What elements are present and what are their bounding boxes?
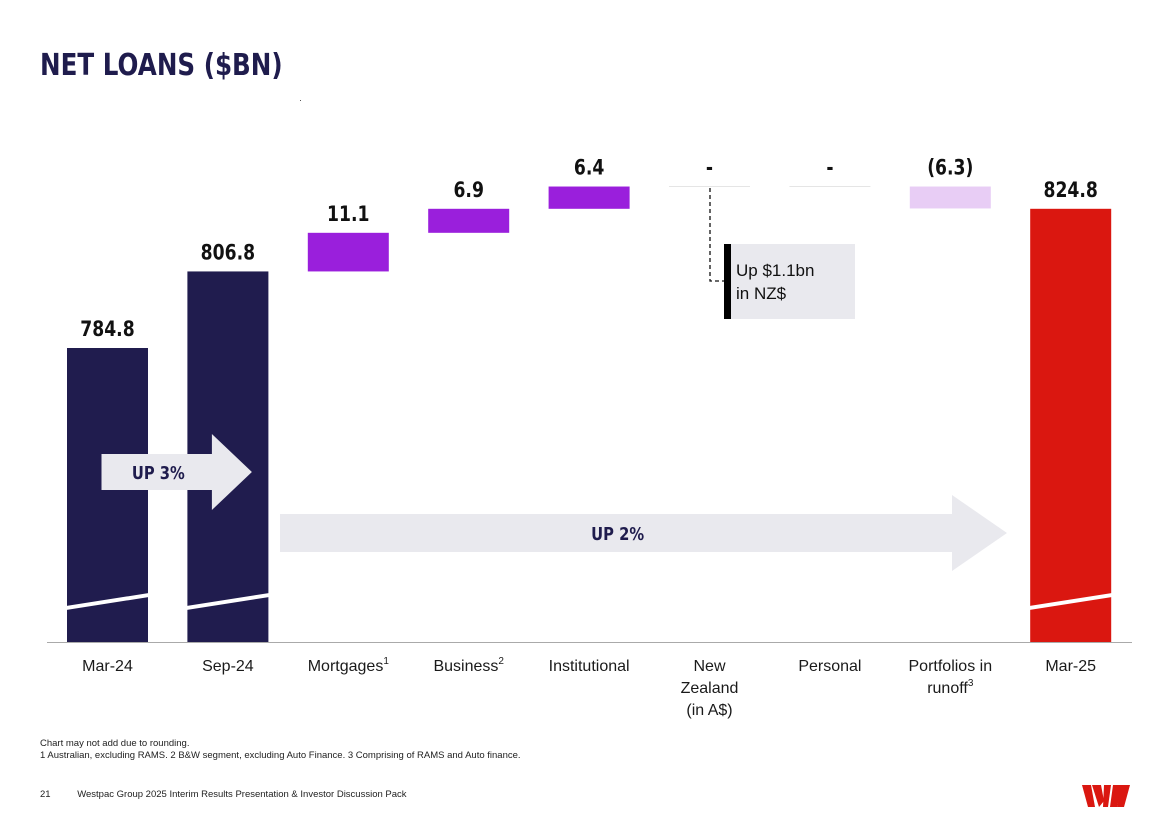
up-2-percent-label: UP 2% [591, 524, 644, 545]
bar-personal-value-label: - [826, 155, 833, 180]
tick-label-mar-24: Mar-24 [82, 658, 133, 675]
bar-mar-24 [67, 348, 148, 642]
waterfall-chart: 784.8 806.8 11.1 6.9 6.4 - - (6.3) 824.8 UP 3% UP … [47, 155, 1132, 719]
bar-mortgages-value-label: 11.1 [327, 201, 369, 226]
up-2-percent-arrow [280, 495, 1007, 571]
footnote-definitions: 1 Australian, excluding RAMS. 2 B&W segm… [40, 750, 521, 761]
bar-business [428, 208, 510, 233]
bar-mar-25 [1030, 208, 1112, 643]
tick-label-mortgages: Mortgages1 [308, 656, 390, 675]
nz-callout-connector [709, 188, 724, 282]
nz-callout-box [724, 244, 855, 319]
footnote-rounding: Chart may not add due to rounding. [40, 738, 190, 749]
page-title: NET LOANS ($BN) [40, 48, 283, 83]
bar-mar-25-axis-break [1029, 593, 1113, 610]
tick-label-personal: Personal [798, 658, 861, 675]
bar-mortgages [307, 232, 389, 272]
tick-label-institutional: Institutional [549, 658, 630, 675]
nz-callout-line-1: Up $1.1bn [736, 261, 814, 280]
bar-institutional-value-label: 6.4 [574, 155, 604, 180]
footnotes: Chart may not add due to rounding. 1 Aus… [40, 738, 521, 762]
bar-portfolios-in-runoff-value-label: (6.3) [927, 155, 973, 180]
bar-mar-24-axis-break [66, 593, 149, 610]
up-3-percent-label: UP 3% [132, 463, 185, 484]
bar-sep-24-value-label: 806.8 [201, 240, 255, 265]
bar-business-value-label: 6.9 [453, 177, 483, 202]
bar-institutional [548, 186, 630, 209]
bar-mar-25-value-label: 824.8 [1043, 177, 1097, 202]
tick-label-sep-24: Sep-24 [202, 658, 254, 675]
bar-new-zealand-in-a-value-label: - [706, 155, 713, 180]
footer-text: Westpac Group 2025 Interim Results Prese… [77, 789, 407, 800]
stray-dot [300, 100, 301, 101]
tick-label-new-zealand-in-a: New Zealand (in A$) [681, 658, 739, 719]
nz-callout-line-2: in NZ$ [736, 284, 787, 303]
nz-callout-accent [724, 244, 731, 319]
page-footer: 21 Westpac Group 2025 Interim Results Pr… [40, 789, 407, 800]
tick-label-portfolios-in-runoff: Portfolios in runoff3 [909, 658, 993, 697]
page-number: 21 [40, 789, 51, 800]
up-3-percent-arrow [101, 434, 252, 510]
westpac-logo-icon [1082, 785, 1130, 807]
bar-sep-24-axis-break [186, 593, 270, 610]
bar-mar-24-value-label: 784.8 [80, 316, 134, 341]
tick-label-business: Business2 [433, 656, 504, 675]
tick-label-mar-25: Mar-25 [1045, 658, 1096, 675]
bar-portfolios-in-runoff [909, 186, 991, 209]
